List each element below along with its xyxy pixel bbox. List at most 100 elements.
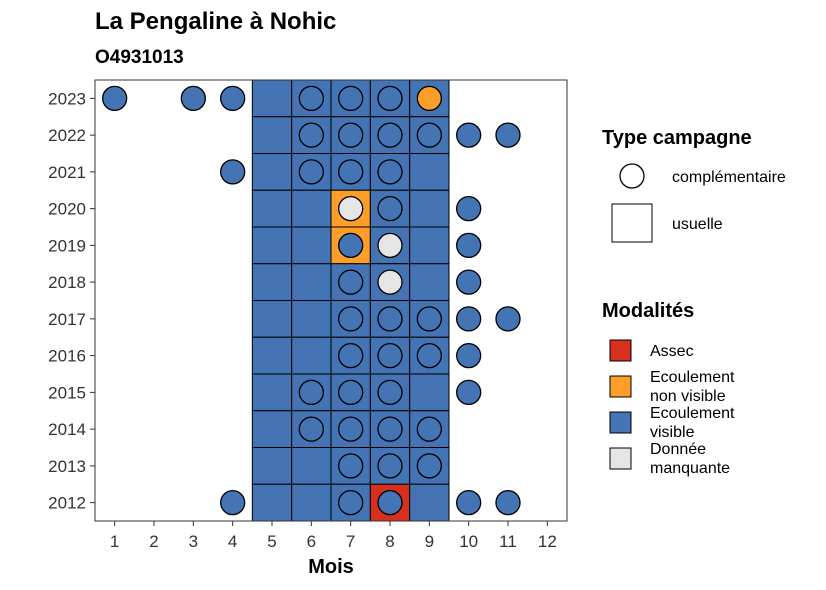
usuelle-tile-2020-6 — [291, 189, 332, 228]
usuelle-tile-2013-6 — [291, 447, 332, 485]
complementaire-point-2018-8 — [377, 269, 403, 295]
complementaire-point-2012-11 — [495, 489, 521, 516]
complementaire-point-2023-4 — [220, 85, 246, 112]
complementaire-point-2020-7 — [338, 195, 364, 222]
complementaire-point-2012-8 — [377, 489, 403, 516]
usuelle-tile-2012-9 — [409, 483, 450, 522]
complementaire-point-2015-8 — [377, 379, 403, 406]
usuelle-tile-2020-5 — [251, 189, 293, 228]
complementaire-point-2014-7 — [338, 416, 364, 442]
usuelle-tile-2022-5 — [251, 116, 293, 154]
complementaire-point-2013-8 — [377, 453, 403, 479]
complementaire-point-2023-8 — [377, 85, 403, 112]
complementaire-point-2022-8 — [377, 122, 403, 148]
legend-label-donn-e-manquante: Donnée — [650, 441, 706, 458]
y-tick-label-2021: 2021 — [48, 163, 86, 182]
legend-key-ecoulement-non-visible — [609, 375, 632, 398]
y-tick-label-2017: 2017 — [48, 310, 86, 329]
usuelle-tile-2012-6 — [291, 483, 332, 522]
y-tick-label-2014: 2014 — [48, 420, 86, 439]
complementaire-point-2023-1 — [102, 85, 128, 112]
y-tick-label-2016: 2016 — [48, 347, 86, 366]
usuelle-tile-2016-5 — [251, 336, 293, 375]
usuelle-tile-2023-5 — [251, 79, 293, 118]
complementaire-point-2023-3 — [180, 85, 206, 112]
y-tick-label-2015: 2015 — [48, 383, 86, 402]
complementaire-point-2017-8 — [377, 306, 403, 332]
complementaire-point-2022-10 — [456, 122, 482, 148]
usuelle-tile-2012-5 — [251, 483, 293, 522]
y-tick-label-2022: 2022 — [48, 126, 86, 145]
x-axis: 1 2 3 4 5 6 7 8 9 10 11 12 — [110, 521, 557, 551]
complementaire-point-2019-8 — [377, 232, 403, 259]
y-tick-label-2018: 2018 — [48, 273, 86, 292]
complementaire-point-2013-7 — [338, 453, 364, 479]
complementaire-point-2016-7 — [338, 342, 364, 369]
legend-usuelle-key — [611, 203, 653, 243]
usuelle-tile-2019-5 — [251, 226, 293, 265]
chart-title: La Pengaline à Nohic — [95, 8, 336, 35]
usuelle-tile-2015-5 — [251, 373, 293, 412]
complementaire-point-2022-9 — [416, 122, 442, 148]
usuelle-tile-2020-9 — [409, 189, 450, 228]
complementaire-point-2017-9 — [416, 306, 442, 332]
x-tick-label-7: 7 — [346, 532, 355, 551]
complementaire-point-2017-11 — [495, 306, 521, 332]
complementaire-point-2012-4 — [220, 489, 246, 516]
usuelle-tile-2019-6 — [291, 226, 332, 265]
y-tick-label-2023: 2023 — [48, 89, 86, 108]
complementaire-point-2015-7 — [338, 379, 364, 406]
complementaire-point-2016-10 — [456, 342, 482, 369]
legend-complementaire-key — [619, 163, 645, 189]
usuelle-tile-2017-6 — [291, 300, 332, 338]
complementaire-point-2021-7 — [338, 159, 364, 185]
usuelle-tile-2016-6 — [291, 336, 332, 375]
complementaire-point-2023-6 — [298, 85, 324, 112]
complementaire-point-2017-7 — [338, 306, 364, 332]
legend-complementaire-label: complémentaire — [672, 169, 786, 186]
legend-label-donn-e-manquante-line2: manquante — [650, 460, 730, 477]
y-axis: 2012 2013 2014 2015 2016 2017 2018 2019 2020 2021… — [48, 89, 95, 513]
complementaire-point-2023-7 — [338, 85, 364, 112]
usuelle-tile-2018-6 — [291, 263, 332, 301]
complementaire-point-2014-6 — [298, 416, 324, 442]
usuelle-tile-2013-5 — [251, 447, 293, 485]
usuelle-tile-2021-5 — [251, 153, 293, 191]
usuelle-tile-2019-9 — [409, 226, 450, 265]
legend-label-ecoulement-visible-line2: visible — [650, 424, 695, 441]
complementaire-point-2021-4 — [220, 159, 246, 185]
usuelle-tile-2014-5 — [251, 410, 293, 448]
plot-area — [94, 79, 568, 522]
complementaire-point-2015-6 — [298, 379, 324, 406]
complementaire-point-2021-8 — [377, 159, 403, 185]
x-tick-label-3: 3 — [189, 532, 198, 551]
y-tick-label-2020: 2020 — [48, 200, 86, 219]
complementaire-point-2023-9 — [416, 85, 442, 112]
usuelle-tile-2018-5 — [251, 263, 293, 301]
x-tick-label-9: 9 — [425, 532, 434, 551]
legend-label-ecoulement-visible: Ecoulement — [650, 405, 735, 422]
x-tick-label-6: 6 — [307, 532, 316, 551]
chart-subtitle: O4931013 — [95, 47, 184, 68]
legend-type-campagne: Type campagne complémentaire usuelle — [602, 127, 786, 243]
x-tick-label-11: 11 — [499, 532, 517, 551]
complementaire-point-2012-10 — [456, 489, 482, 516]
complementaire-point-2015-10 — [456, 379, 482, 406]
legend-label-ecoulement-non-visible-line2: non visible — [650, 388, 726, 405]
y-tick-label-2019: 2019 — [48, 236, 86, 255]
x-tick-label-8: 8 — [385, 532, 394, 551]
complementaire-point-2020-10 — [456, 195, 482, 222]
complementaire-points — [102, 85, 521, 516]
complementaire-point-2020-8 — [377, 195, 403, 222]
complementaire-point-2022-6 — [298, 122, 324, 148]
usuelle-tiles — [251, 79, 450, 522]
x-tick-label-10: 10 — [459, 532, 478, 551]
usuelle-tile-2017-5 — [251, 300, 293, 338]
legend-modalites-title: Modalités — [602, 300, 694, 322]
complementaire-point-2012-7 — [338, 489, 364, 516]
complementaire-point-2021-6 — [298, 159, 324, 185]
x-tick-label-4: 4 — [228, 532, 237, 551]
complementaire-point-2018-10 — [456, 269, 482, 295]
y-tick-label-2012: 2012 — [48, 494, 86, 513]
